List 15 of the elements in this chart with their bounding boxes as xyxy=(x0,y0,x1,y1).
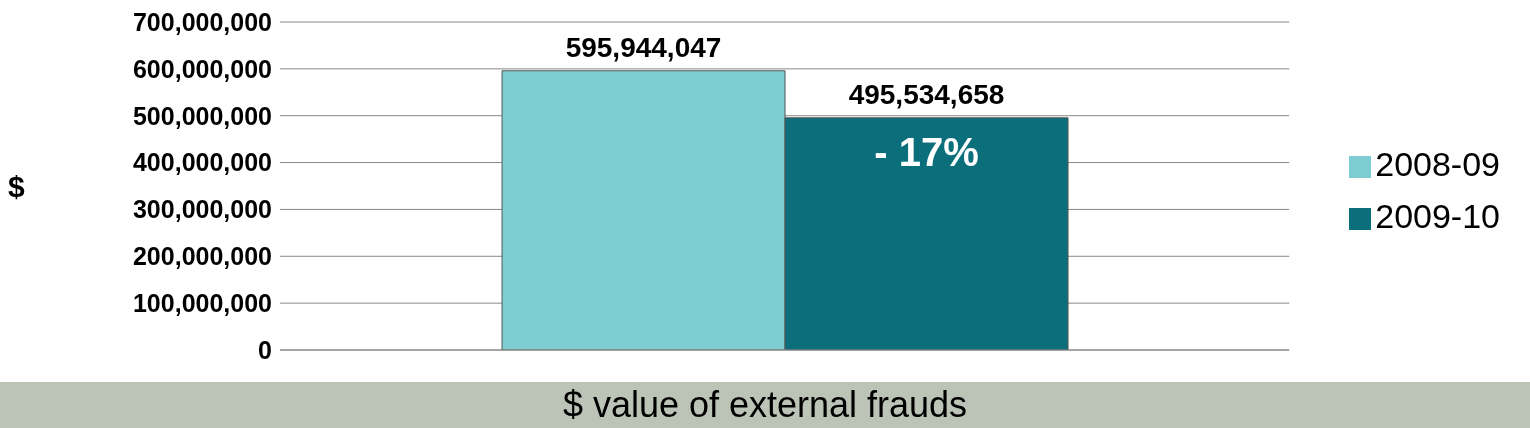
y-tick-label: 0 xyxy=(258,335,272,364)
y-tick-label: 400,000,000 xyxy=(132,148,272,177)
legend-label: 2008-09 xyxy=(1375,145,1500,183)
y-tick-label: 500,000,000 xyxy=(132,101,272,130)
x-axis-title: $ value of external frauds xyxy=(0,382,1530,428)
y-axis-title: $ xyxy=(8,170,25,204)
y-tick-label: 700,000,000 xyxy=(132,7,272,36)
data-label: 595,944,047 xyxy=(565,31,722,63)
y-tick-label: 200,000,000 xyxy=(132,242,272,271)
annotation: - 17% xyxy=(874,130,979,175)
y-tick-label: 100,000,000 xyxy=(132,289,272,318)
y-tick-label: 600,000,000 xyxy=(132,54,272,83)
data-label: 495,534,658 xyxy=(848,78,1005,110)
y-tick-label: 300,000,000 xyxy=(132,195,272,224)
legend-label: 2009-10 xyxy=(1375,197,1500,235)
